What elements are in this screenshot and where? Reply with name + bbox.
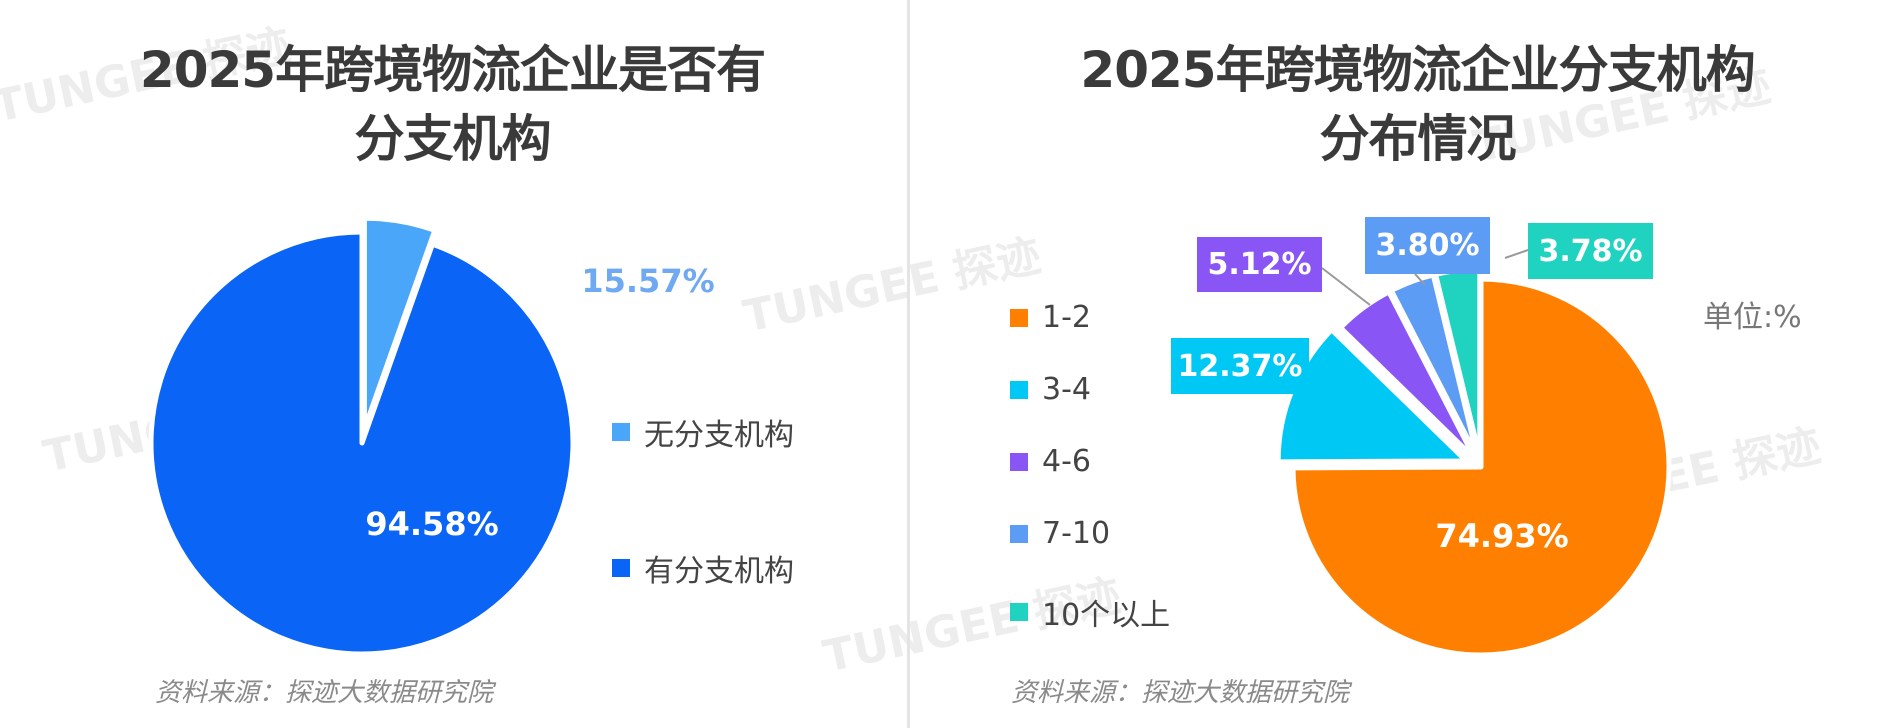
leader-line [1321, 267, 1371, 306]
chart-title-line-1: 2025年跨境物流企业分支机构 [1080, 41, 1755, 99]
legend-item-no-branch: 无分支机构 [612, 410, 794, 454]
pie-chart-branch-existence [148, 215, 576, 657]
chart-title-line-2: 分布情况 [1319, 110, 1517, 168]
data-label-1-2: 74.93% [1435, 517, 1569, 555]
source-note: 资料来源：探迹大数据研究院 [1011, 678, 1350, 708]
leader-line [1414, 273, 1426, 286]
legend-swatch [1010, 308, 1028, 327]
data-label-7-10: 3.80% [1365, 217, 1490, 274]
data-label-no-branch: 15.57% [581, 262, 715, 300]
legend-swatch [612, 559, 630, 577]
chart-title-line-2: 分支机构 [354, 110, 552, 168]
leader-line [1504, 249, 1529, 259]
legend-item: 3-4 [1010, 372, 1091, 407]
right-chart-panel: 2025年跨境物流企业分支机构 分布情况 74.93% 12.37% 5.12%… [945, 0, 1890, 728]
unit-label: 单位:% [1703, 300, 1802, 335]
legend-item: 1-2 [1010, 300, 1091, 335]
legend-swatch [1010, 380, 1028, 399]
legend-label: 7-10 [1042, 516, 1111, 551]
source-note: 资料来源：探迹大数据研究院 [155, 678, 494, 708]
legend-label: 有分支机构 [644, 554, 794, 589]
chart-title-line-1: 2025年跨境物流企业是否有 [139, 41, 766, 99]
pie-chart-branch-distribution [1275, 249, 1672, 658]
legend-item: 7-10 [1010, 516, 1110, 551]
legend-label: 3-4 [1042, 372, 1091, 407]
pie-slice-4-6 [1337, 289, 1478, 462]
legend-label: 无分支机构 [644, 418, 794, 453]
legend-item-has-branch: 有分支机构 [612, 546, 794, 590]
legend-swatch [1010, 452, 1028, 471]
legend-swatch [1010, 524, 1028, 543]
legend-label: 1-2 [1042, 300, 1091, 335]
legend-item: 4-6 [1010, 444, 1091, 479]
data-label-4-6: 5.12% [1197, 237, 1322, 292]
pie-slice-1-2 [1290, 276, 1672, 658]
pie-slice-no-branch [361, 215, 438, 432]
legend-label: 10个以上 [1042, 598, 1171, 633]
panel-divider [907, 0, 910, 728]
legend-swatch [1010, 603, 1028, 621]
left-chart-panel: 2025年跨境物流企业是否有 分支机构 15.57% 94.58% 无分支机构 … [0, 0, 905, 728]
legend-swatch [612, 423, 630, 441]
legend-label: 4-6 [1042, 444, 1091, 479]
data-label-has-branch: 94.58% [365, 505, 499, 543]
legend-item: 10个以上 [1010, 590, 1170, 634]
pie-slice-has-branch [148, 229, 576, 657]
data-label-10-plus: 3.78% [1528, 223, 1653, 279]
data-label-3-4: 12.37% [1171, 338, 1309, 394]
